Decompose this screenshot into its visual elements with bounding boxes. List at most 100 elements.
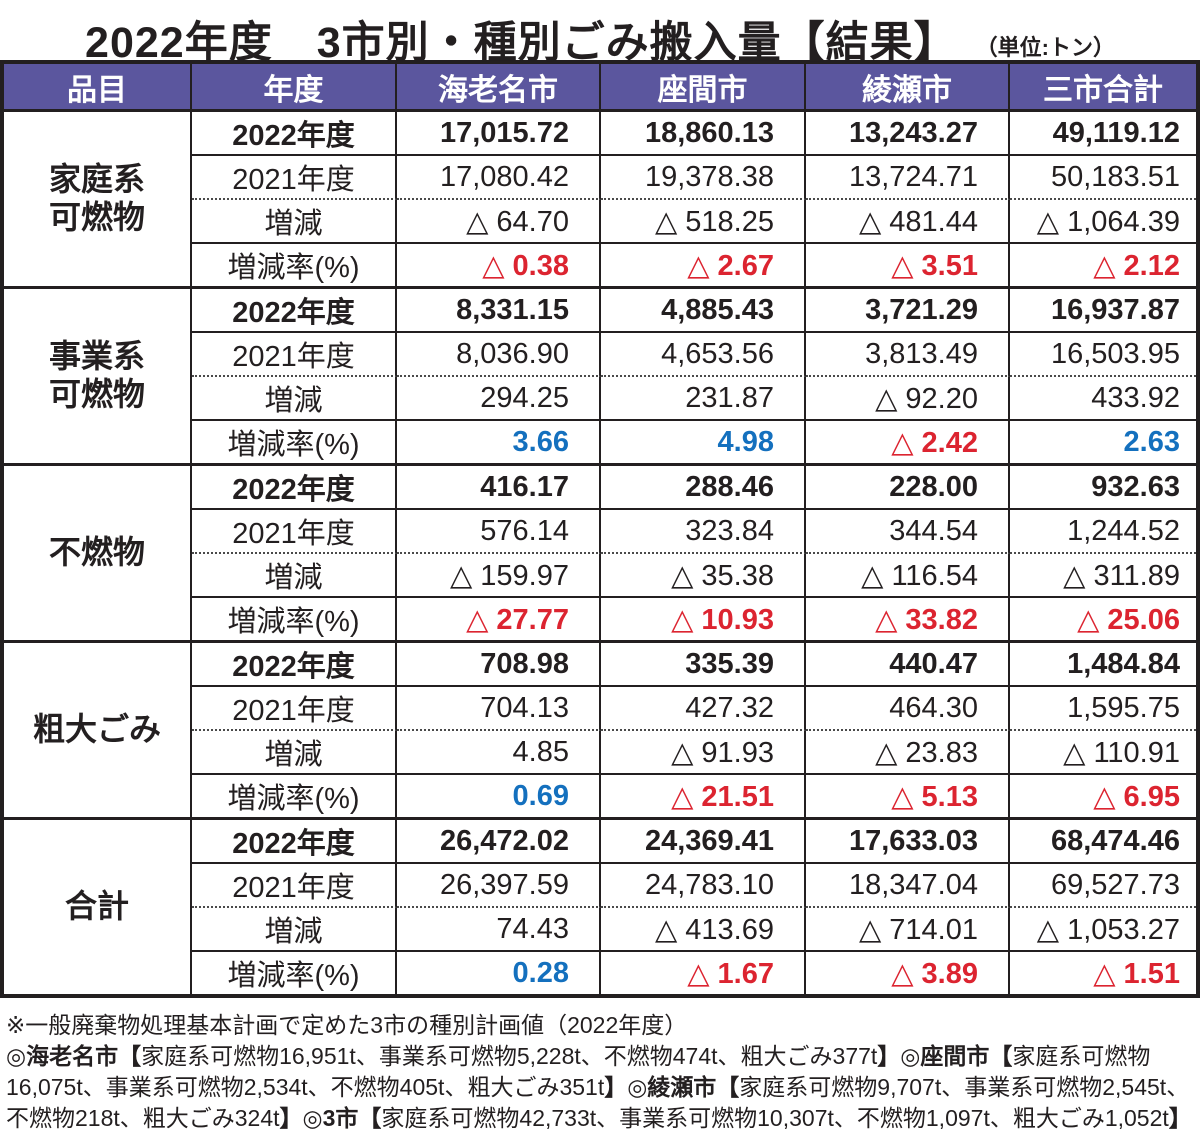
item-line: 不燃物 (48, 534, 145, 571)
row-label: 増減率(%) (192, 952, 397, 994)
cell-value: △ 35.38 (601, 554, 806, 598)
cell-value: 1,244.52 (1010, 510, 1196, 554)
cell-value: 704.13 (397, 687, 601, 731)
header-zama: 座間市 (601, 64, 806, 112)
note-asterisk-line: ※一般廃棄物処理基本計画で定めた3市の種別計画値（2022年度） (6, 1012, 688, 1038)
table-row: 2021年度 17,080.42 19,378.38 13,724.71 50,… (4, 156, 1196, 200)
cell-value: 0.69 (397, 775, 601, 820)
cell-value: △ 10.93 (601, 598, 806, 643)
row-label: 2021年度 (192, 333, 397, 377)
row-label: 増減 (192, 554, 397, 598)
row-label: 2022年度 (192, 112, 397, 156)
note-plan-values-paragraph: ◎海老名市【家庭系可燃物16,951t、事業系可燃物5,228t、不燃物474t… (6, 1041, 1194, 1134)
cell-value: 16,503.95 (1010, 333, 1196, 377)
item-cell-business-combustible: 事業系 可燃物 (4, 289, 192, 466)
cell-value: 2.63 (1010, 421, 1196, 466)
cell-value: △ 1,064.39 (1010, 200, 1196, 244)
row-label: 2021年度 (192, 864, 397, 908)
cell-value: △ 64.70 (397, 200, 601, 244)
row-label: 増減 (192, 200, 397, 244)
cell-value: 13,724.71 (806, 156, 1010, 200)
cell-value: 576.14 (397, 510, 601, 554)
cell-value: 17,080.42 (397, 156, 601, 200)
table-row: 2021年度 576.14 323.84 344.54 1,244.52 (4, 510, 1196, 554)
cell-value: △ 21.51 (601, 775, 806, 820)
row-label: 増減率(%) (192, 421, 397, 466)
note-segment: 】 (1168, 1105, 1192, 1131)
cell-value: △ 159.97 (397, 554, 601, 598)
page-title: 2022年度 3市別・種別ごみ搬入量【結果】 (85, 19, 958, 67)
row-label: 増減率(%) (192, 244, 397, 289)
item-line: 粗大ごみ (32, 711, 161, 748)
item-line: 可燃物 (48, 376, 145, 412)
cell-value: 68,474.46 (1010, 820, 1196, 864)
header-item: 品目 (4, 64, 192, 112)
cell-value: 1,595.75 (1010, 687, 1196, 731)
cell-value: △ 2.12 (1010, 244, 1196, 289)
item-line: 家庭系 (48, 161, 145, 198)
cell-value: 26,397.59 (397, 864, 601, 908)
cell-value: △ 1.51 (1010, 952, 1196, 994)
cell-value: 323.84 (601, 510, 806, 554)
cell-value: △ 91.93 (601, 731, 806, 775)
cell-value: 294.25 (397, 377, 601, 421)
table-row: 増減率(%) △ 0.38 △ 2.67 △ 3.51 △ 2.12 (4, 244, 1196, 289)
note-segment: 家庭系可燃物16,951t、事業系可燃物5,228t、不燃物474t、粗大ごみ3… (141, 1043, 878, 1069)
table-row: 増減率(%) 3.66 4.98 △ 2.42 2.63 (4, 421, 1196, 466)
cell-value: 69,527.73 (1010, 864, 1196, 908)
cell-value: 440.47 (806, 643, 1010, 687)
cell-value: △ 3.89 (806, 952, 1010, 994)
cell-value: △ 311.89 (1010, 554, 1196, 598)
cell-value: △ 2.42 (806, 421, 1010, 466)
item-line: 合計 (64, 888, 129, 925)
cell-value: 18,347.04 (806, 864, 1010, 908)
cell-value: △ 413.69 (601, 908, 806, 952)
table-row: 増減率(%) 0.69 △ 21.51 △ 5.13 △ 6.95 (4, 775, 1196, 820)
cell-value: △ 5.13 (806, 775, 1010, 820)
waste-table: 品目 年度 海老名市 座間市 綾瀬市 三市合計 家庭系 可燃物 2022年度 1… (4, 64, 1196, 994)
title-bar: 2022年度 3市別・種別ごみ搬入量【結果】 （単位:トン） (0, 0, 1200, 67)
note-segment: 家庭系可燃物42,733t、事業系可燃物10,307t、不燃物1,097t、粗大… (381, 1105, 1169, 1131)
cell-value: 708.98 (397, 643, 601, 687)
cell-value: △ 518.25 (601, 200, 806, 244)
cell-value: △ 3.51 (806, 244, 1010, 289)
cell-value: 4,885.43 (601, 289, 806, 333)
cell-value: △ 25.06 (1010, 598, 1196, 643)
row-label: 2022年度 (192, 820, 397, 864)
row-label: 増減率(%) (192, 775, 397, 820)
item-cell-noncombustible: 不燃物 (4, 466, 192, 643)
cell-value: 1,484.84 (1010, 643, 1196, 687)
table-row: 増減率(%) △ 27.77 △ 10.93 △ 33.82 △ 25.06 (4, 598, 1196, 643)
cell-value: 4.98 (601, 421, 806, 466)
cell-value: △ 27.77 (397, 598, 601, 643)
item-cell-bulky-waste: 粗大ごみ (4, 643, 192, 820)
cell-value: 288.46 (601, 466, 806, 510)
note-segment: 】◎3市【 (279, 1105, 382, 1131)
cell-value: △ 116.54 (806, 554, 1010, 598)
note-segment: ◎海老名市【 (6, 1043, 142, 1069)
cell-value: 464.30 (806, 687, 1010, 731)
table-row: 粗大ごみ 2022年度 708.98 335.39 440.47 1,484.8… (4, 643, 1196, 820)
cell-value: 231.87 (601, 377, 806, 421)
note-segment: 】◎綾瀬市【 (604, 1074, 740, 1100)
cell-value: 3,813.49 (806, 333, 1010, 377)
cell-value: △ 92.20 (806, 377, 1010, 421)
cell-value: △ 33.82 (806, 598, 1010, 643)
row-label: 2022年度 (192, 289, 397, 333)
cell-value: 3.66 (397, 421, 601, 466)
item-line: 可燃物 (48, 199, 145, 235)
row-label: 増減 (192, 908, 397, 952)
cell-value: 18,860.13 (601, 112, 806, 156)
table-row: 不燃物 2022年度 416.17 288.46 228.00 932.63 (4, 466, 1196, 643)
header-row: 品目 年度 海老名市 座間市 綾瀬市 三市合計 (4, 64, 1196, 112)
item-cell-total: 合計 (4, 820, 192, 994)
row-label: 増減 (192, 377, 397, 421)
footnotes: ※一般廃棄物処理基本計画で定めた3市の種別計画値（2022年度） ◎海老名市【家… (0, 998, 1200, 1134)
cell-value: 427.32 (601, 687, 806, 731)
table-row: 増減 △ 64.70 △ 518.25 △ 481.44 △ 1,064.39 (4, 200, 1196, 244)
cell-value: 416.17 (397, 466, 601, 510)
cell-value: 16,937.87 (1010, 289, 1196, 333)
cell-value: 50,183.51 (1010, 156, 1196, 200)
cell-value: 433.92 (1010, 377, 1196, 421)
